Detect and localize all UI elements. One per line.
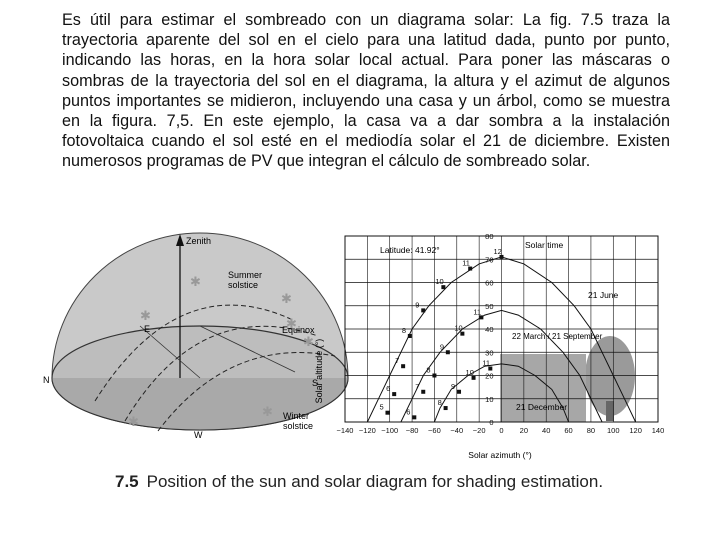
hour-label: 11 bbox=[462, 259, 470, 268]
caption-number: 7.5 bbox=[115, 472, 139, 491]
hour-label: 12 bbox=[494, 247, 502, 256]
x-tick-label: 140 bbox=[652, 426, 665, 435]
hour-label: 10 bbox=[466, 368, 474, 377]
y-tick-label: 10 bbox=[485, 395, 493, 404]
hour-point bbox=[499, 254, 504, 259]
x-tick-label: −120 bbox=[359, 426, 376, 435]
hour-point bbox=[412, 415, 417, 420]
summer-label-2: solstice bbox=[228, 280, 258, 290]
hour-label: 10 bbox=[435, 277, 443, 286]
svg-text:✱: ✱ bbox=[262, 404, 273, 419]
x-tick-label: 0 bbox=[499, 426, 503, 435]
x-tick-label: 120 bbox=[629, 426, 642, 435]
hour-label: 11 bbox=[473, 307, 481, 316]
hour-point bbox=[445, 350, 450, 355]
hour-label: 6 bbox=[406, 407, 410, 416]
y-tick-label: 80 bbox=[485, 232, 493, 241]
sun-path-hemisphere: ✱ ✱ ✱ ✱ ✱ ✱ ✱ Zenith Summer solstice Equ… bbox=[43, 232, 349, 440]
hour-label: 5 bbox=[379, 403, 383, 412]
x-tick-label: 80 bbox=[587, 426, 595, 435]
latitude-label: Latitude: 41.92° bbox=[380, 245, 440, 255]
solar-time-label: Solar time bbox=[525, 240, 564, 250]
hour-point bbox=[441, 285, 446, 290]
hour-point bbox=[460, 331, 465, 336]
hour-label: 10 bbox=[454, 324, 462, 333]
hour-label: 8 bbox=[426, 366, 430, 375]
hour-point bbox=[421, 308, 426, 313]
x-tick-label: −140 bbox=[337, 426, 354, 435]
december-sun-path bbox=[433, 363, 570, 423]
x-tick-label: 60 bbox=[564, 426, 572, 435]
x-tick-label: −100 bbox=[381, 426, 398, 435]
hour-label: 8 bbox=[402, 326, 406, 335]
y-axis-label: Solar altitude (°) bbox=[314, 339, 324, 404]
hour-label: 8 bbox=[438, 398, 442, 407]
y-tick-label: 60 bbox=[485, 279, 493, 288]
hour-label: 6 bbox=[386, 384, 390, 393]
hour-label: 9 bbox=[415, 300, 419, 309]
figure-svg: ✱ ✱ ✱ ✱ ✱ ✱ ✱ Zenith Summer solstice Equ… bbox=[43, 232, 664, 460]
svg-text:✱: ✱ bbox=[128, 414, 139, 429]
hour-point bbox=[401, 364, 406, 369]
march-series-label: 22 March / 21 September bbox=[512, 332, 603, 341]
hour-point bbox=[468, 266, 473, 271]
hour-point bbox=[385, 410, 390, 415]
svg-text:✱: ✱ bbox=[190, 274, 201, 289]
x-axis-label: Solar azimuth (°) bbox=[468, 450, 532, 460]
hour-point bbox=[488, 366, 493, 371]
hour-point bbox=[443, 406, 448, 411]
winter-label-2: solstice bbox=[283, 421, 313, 431]
hour-point bbox=[479, 315, 484, 320]
june-series-label: 21 June bbox=[588, 290, 619, 300]
hour-point bbox=[471, 375, 476, 380]
hour-label: 11 bbox=[482, 359, 490, 368]
y-tick-label: 50 bbox=[485, 302, 493, 311]
svg-text:✱: ✱ bbox=[303, 334, 314, 349]
hour-point bbox=[407, 333, 412, 338]
svg-text:✱: ✱ bbox=[140, 308, 151, 323]
y-tick-label: 20 bbox=[485, 372, 493, 381]
hour-point bbox=[432, 373, 437, 378]
y-tick-label: 30 bbox=[485, 348, 493, 357]
caption-text: Position of the sun and solar diagram fo… bbox=[146, 472, 604, 491]
x-tick-label: −20 bbox=[473, 426, 486, 435]
tree-obstruction bbox=[585, 336, 635, 421]
hour-point bbox=[421, 389, 426, 394]
y-tick-label: 70 bbox=[485, 255, 493, 264]
hour-label: 9 bbox=[440, 342, 444, 351]
hour-label: 9 bbox=[451, 382, 455, 391]
december-series-label: 21 December bbox=[516, 402, 567, 412]
x-tick-label: 40 bbox=[542, 426, 550, 435]
hour-point bbox=[392, 392, 397, 397]
x-tick-label: 100 bbox=[607, 426, 620, 435]
y-tick-label: 40 bbox=[485, 325, 493, 334]
x-tick-label: 20 bbox=[520, 426, 528, 435]
zenith-label: Zenith bbox=[186, 236, 211, 246]
east-label: E bbox=[144, 324, 150, 334]
hour-label: 7 bbox=[395, 356, 399, 365]
winter-label-1: Winter bbox=[283, 411, 309, 421]
summer-label-1: Summer bbox=[228, 270, 262, 280]
body-paragraph: Es útil para estimar el sombreado con un… bbox=[62, 11, 670, 171]
x-tick-label: −60 bbox=[428, 426, 441, 435]
south-label: S bbox=[312, 378, 318, 388]
figure-7-5: ✱ ✱ ✱ ✱ ✱ ✱ ✱ Zenith Summer solstice Equ… bbox=[40, 226, 680, 466]
equinox-sun-path bbox=[400, 309, 603, 423]
x-tick-label: −80 bbox=[406, 426, 419, 435]
figure-caption: 7.5 Position of the sun and solar diagram… bbox=[115, 472, 603, 492]
west-label: W bbox=[194, 430, 203, 440]
svg-text:✱: ✱ bbox=[286, 316, 297, 331]
x-tick-label: −40 bbox=[450, 426, 463, 435]
hour-point bbox=[457, 389, 462, 394]
svg-text:✱: ✱ bbox=[281, 291, 292, 306]
y-tick-label: 0 bbox=[489, 418, 493, 427]
north-label: N bbox=[43, 375, 50, 385]
equinox-label: Equinox bbox=[282, 325, 315, 335]
hour-label: 7 bbox=[415, 382, 419, 391]
